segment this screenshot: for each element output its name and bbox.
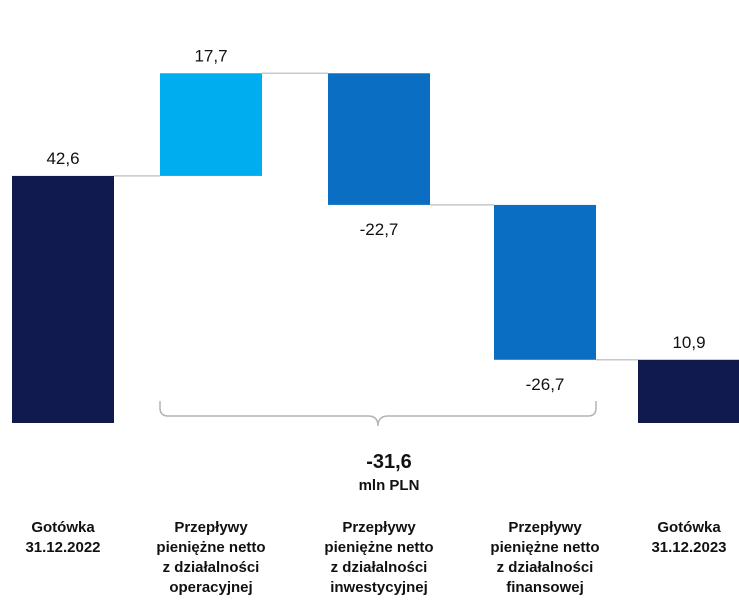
value-labels-group: 42,6 17,7 -22,7 -26,7 10,9 [46,46,705,394]
bracket-total-unit: mln PLN [359,477,420,494]
bracket-total-value: -31,6 [366,451,412,473]
value-label: 10,9 [672,333,705,352]
bar [638,359,739,423]
category-label: Przepływy pieniężne netto z działalności op… [156,519,265,596]
bar [328,73,430,205]
category-label: Przepływy pieniężne netto z działalności fi… [490,519,599,596]
bar [494,204,596,360]
category-label: Gotówka 31.12.2022 [25,519,100,556]
category-labels-group: Gotówka 31.12.2022 Przepływy pieniężne nett… [25,519,726,596]
value-label: 42,6 [46,149,79,168]
bars-group [12,73,739,423]
connector-lines [114,72,638,361]
bar [12,175,114,423]
value-label: -22,7 [360,220,399,239]
value-label: 17,7 [194,46,227,65]
range-bracket [159,401,597,427]
category-label: Przepływy pieniężne netto z działalności in… [324,519,433,596]
category-label: Gotówka 31.12.2023 [651,519,726,556]
value-label: -26,7 [526,375,565,394]
bar [160,73,262,176]
